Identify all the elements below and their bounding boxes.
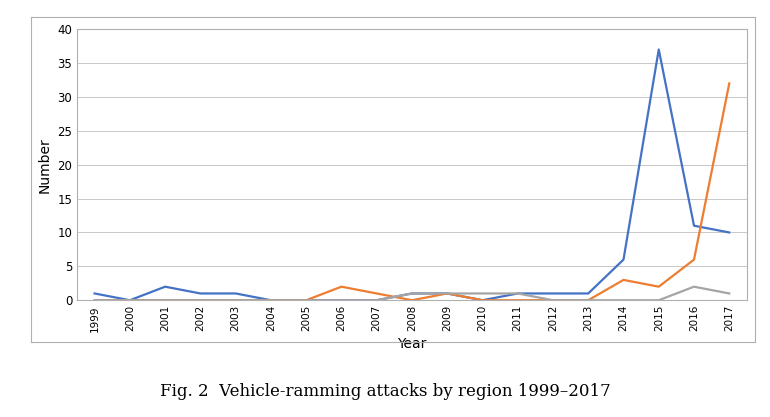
Western Europe/North America/Australia: [302, 298, 311, 303]
Western Europe/North America/Australia: [689, 257, 698, 262]
Western Europe/North America/Australia: [619, 277, 628, 282]
Line: Middle East: Middle East: [95, 50, 729, 300]
Other: [266, 298, 276, 303]
Western Europe/North America/Australia: [90, 298, 99, 303]
Other: [302, 298, 311, 303]
Y-axis label: Number: Number: [38, 137, 52, 193]
Other: [513, 291, 522, 296]
Other: [478, 291, 487, 296]
Western Europe/North America/Australia: [336, 284, 346, 289]
Middle East: [443, 291, 452, 296]
Western Europe/North America/Australia: [372, 291, 381, 296]
Middle East: [126, 298, 135, 303]
Other: [196, 298, 205, 303]
X-axis label: Year: Year: [397, 337, 427, 351]
Other: [336, 298, 346, 303]
Other: [372, 298, 381, 303]
Middle East: [196, 291, 205, 296]
Other: [584, 298, 593, 303]
Western Europe/North America/Australia: [654, 284, 664, 289]
Western Europe/North America/Australia: [126, 298, 135, 303]
Western Europe/North America/Australia: [443, 291, 452, 296]
Western Europe/North America/Australia: [196, 298, 205, 303]
Middle East: [231, 291, 240, 296]
Middle East: [654, 47, 664, 52]
Other: [548, 298, 557, 303]
Middle East: [725, 230, 734, 235]
Line: Other: Other: [95, 287, 729, 300]
Other: [689, 284, 698, 289]
Middle East: [372, 298, 381, 303]
Other: [654, 298, 664, 303]
Other: [407, 291, 417, 296]
Middle East: [548, 291, 557, 296]
Other: [619, 298, 628, 303]
Other: [231, 298, 240, 303]
Western Europe/North America/Australia: [160, 298, 169, 303]
Western Europe/North America/Australia: [513, 298, 522, 303]
Western Europe/North America/Australia: [407, 298, 417, 303]
Western Europe/North America/Australia: [478, 298, 487, 303]
Other: [90, 298, 99, 303]
Middle East: [478, 298, 487, 303]
Middle East: [513, 291, 522, 296]
Other: [160, 298, 169, 303]
Middle East: [266, 298, 276, 303]
Other: [126, 298, 135, 303]
Middle East: [584, 291, 593, 296]
Western Europe/North America/Australia: [548, 298, 557, 303]
Text: Fig. 2  Vehicle-ramming attacks by region 1999–2017: Fig. 2 Vehicle-ramming attacks by region…: [159, 383, 611, 400]
Middle East: [302, 298, 311, 303]
Other: [443, 291, 452, 296]
Other: [725, 291, 734, 296]
Line: Western Europe/North America/Australia: Western Europe/North America/Australia: [95, 83, 729, 300]
Western Europe/North America/Australia: [725, 81, 734, 86]
Middle East: [160, 284, 169, 289]
Western Europe/North America/Australia: [584, 298, 593, 303]
Middle East: [336, 298, 346, 303]
Western Europe/North America/Australia: [266, 298, 276, 303]
Middle East: [90, 291, 99, 296]
Middle East: [619, 257, 628, 262]
Middle East: [407, 291, 417, 296]
Middle East: [689, 223, 698, 228]
Western Europe/North America/Australia: [231, 298, 240, 303]
